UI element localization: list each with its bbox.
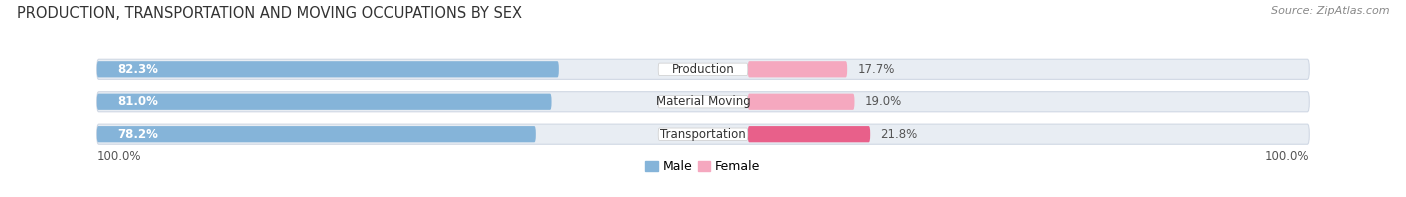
Text: Transportation: Transportation bbox=[661, 128, 745, 141]
Text: 17.7%: 17.7% bbox=[858, 63, 894, 76]
Text: 82.3%: 82.3% bbox=[118, 63, 159, 76]
FancyBboxPatch shape bbox=[97, 59, 1309, 79]
Text: 21.8%: 21.8% bbox=[880, 128, 918, 141]
Text: 78.2%: 78.2% bbox=[118, 128, 159, 141]
FancyBboxPatch shape bbox=[658, 128, 748, 140]
FancyBboxPatch shape bbox=[748, 94, 855, 110]
FancyBboxPatch shape bbox=[97, 126, 536, 142]
Text: Source: ZipAtlas.com: Source: ZipAtlas.com bbox=[1271, 6, 1389, 16]
FancyBboxPatch shape bbox=[748, 61, 848, 77]
FancyBboxPatch shape bbox=[748, 126, 870, 142]
Text: 100.0%: 100.0% bbox=[97, 151, 141, 164]
Text: Material Moving: Material Moving bbox=[655, 95, 751, 108]
Text: PRODUCTION, TRANSPORTATION AND MOVING OCCUPATIONS BY SEX: PRODUCTION, TRANSPORTATION AND MOVING OC… bbox=[17, 6, 522, 21]
Text: 81.0%: 81.0% bbox=[118, 95, 159, 108]
Text: Production: Production bbox=[672, 63, 734, 76]
Text: 19.0%: 19.0% bbox=[865, 95, 903, 108]
Text: 100.0%: 100.0% bbox=[1265, 151, 1309, 164]
Legend: Male, Female: Male, Female bbox=[641, 155, 765, 178]
FancyBboxPatch shape bbox=[97, 61, 558, 77]
FancyBboxPatch shape bbox=[658, 96, 748, 108]
FancyBboxPatch shape bbox=[97, 94, 551, 110]
FancyBboxPatch shape bbox=[97, 92, 1309, 112]
FancyBboxPatch shape bbox=[97, 124, 1309, 144]
FancyBboxPatch shape bbox=[658, 63, 748, 75]
